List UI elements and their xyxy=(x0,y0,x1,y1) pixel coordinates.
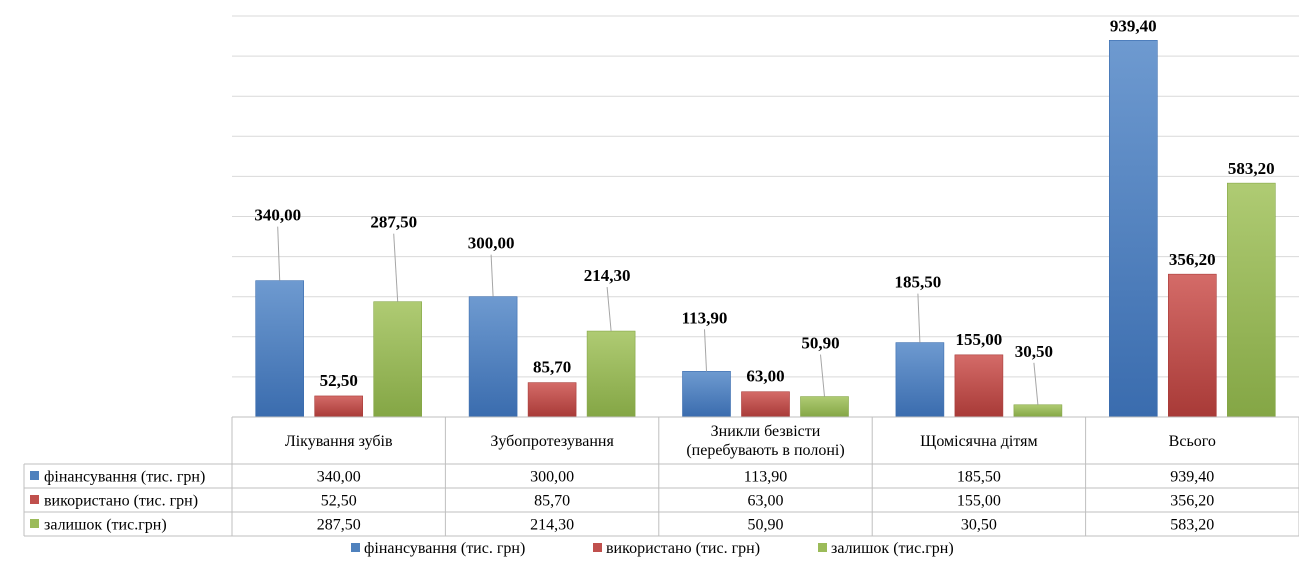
category-label: Зубопротезування xyxy=(490,433,614,450)
table-cell: 214,30 xyxy=(530,517,574,534)
table-cell: 63,00 xyxy=(748,493,784,510)
bar xyxy=(1168,273,1217,418)
bar xyxy=(895,342,945,418)
table-legend-key xyxy=(30,519,39,528)
bar xyxy=(255,280,304,418)
leader-lines xyxy=(277,226,1039,405)
data-label: 63,00 xyxy=(746,367,784,386)
bars xyxy=(255,40,1276,418)
legend-label: залишок (тис.грн) xyxy=(831,540,954,557)
data-label: 340,00 xyxy=(254,206,301,225)
data-label: 113,90 xyxy=(682,308,728,327)
legend-key xyxy=(351,543,360,552)
category-label: (перебувають в полоні) xyxy=(686,442,844,459)
data-label: 85,70 xyxy=(533,358,571,377)
data-label: 583,20 xyxy=(1228,159,1275,178)
legend-key xyxy=(818,543,827,552)
table-cell: 30,50 xyxy=(961,517,997,534)
bar xyxy=(741,391,790,418)
category-label: Всього xyxy=(1169,433,1216,450)
leader-line xyxy=(1033,362,1039,405)
bar xyxy=(800,396,849,418)
leader-line xyxy=(490,254,494,297)
legend-label: використано (тис. грн) xyxy=(606,540,760,557)
table-cell: 185,50 xyxy=(957,469,1001,486)
table-cell: 50,90 xyxy=(748,517,784,534)
table-cell: 52,50 xyxy=(321,493,357,510)
table-cell: 85,70 xyxy=(534,493,570,510)
leader-line xyxy=(820,354,825,397)
data-label: 185,50 xyxy=(895,273,942,292)
data-label: 287,50 xyxy=(370,213,417,232)
data-label: 939,40 xyxy=(1110,16,1157,35)
table-cell: 939,40 xyxy=(1170,469,1214,486)
bar xyxy=(314,395,364,418)
data-table: Лікування зубів Зубопротезування Зникли бе… xyxy=(23,416,1299,537)
table-cell: 155,00 xyxy=(957,493,1001,510)
category-label: Зникли безвісти xyxy=(711,423,821,440)
series-name: фінансування (тис. грн) xyxy=(44,469,205,486)
leader-line xyxy=(277,226,281,281)
bar xyxy=(1013,404,1063,418)
table-cell: 340,00 xyxy=(317,469,361,486)
table-legend-key xyxy=(30,495,39,504)
data-label: 300,00 xyxy=(468,234,515,253)
bar xyxy=(1109,40,1158,418)
data-label: 356,20 xyxy=(1169,250,1216,269)
category-label: Лікування зубів xyxy=(285,433,393,450)
leader-line xyxy=(606,287,612,332)
legend-label: фінансування (тис. грн) xyxy=(364,540,525,557)
data-label: 214,30 xyxy=(584,266,631,285)
category-label: Щомісячна дітям xyxy=(920,433,1037,450)
data-label: 155,00 xyxy=(956,330,1003,349)
table-cell: 287,50 xyxy=(317,517,361,534)
series-name: використано (тис. грн) xyxy=(44,493,198,510)
table-cell: 300,00 xyxy=(530,469,574,486)
data-labels: 340,00 300,00 113,90 185,50 939,40 52,50 85,70… xyxy=(254,16,1274,390)
data-label: 52,50 xyxy=(320,371,358,390)
series-name: залишок (тис.грн) xyxy=(44,517,167,534)
legend-key xyxy=(593,543,602,552)
bar xyxy=(468,296,518,418)
legend: фінансування (тис. грн) використано (тис.… xyxy=(351,540,954,557)
leader-line xyxy=(704,329,707,372)
bar xyxy=(586,330,636,418)
data-label: 30,50 xyxy=(1015,342,1053,361)
bar xyxy=(1227,182,1276,418)
bar xyxy=(682,371,731,418)
table-cell: 356,20 xyxy=(1170,493,1214,510)
table-legend-key xyxy=(30,471,39,480)
leader-line xyxy=(393,233,399,302)
leader-line xyxy=(917,293,921,343)
bar xyxy=(373,301,423,418)
bar xyxy=(527,382,577,418)
table-cell: 583,20 xyxy=(1170,517,1214,534)
bar xyxy=(954,354,1004,418)
table-cell: 113,90 xyxy=(744,469,787,486)
data-label: 50,90 xyxy=(801,334,839,353)
